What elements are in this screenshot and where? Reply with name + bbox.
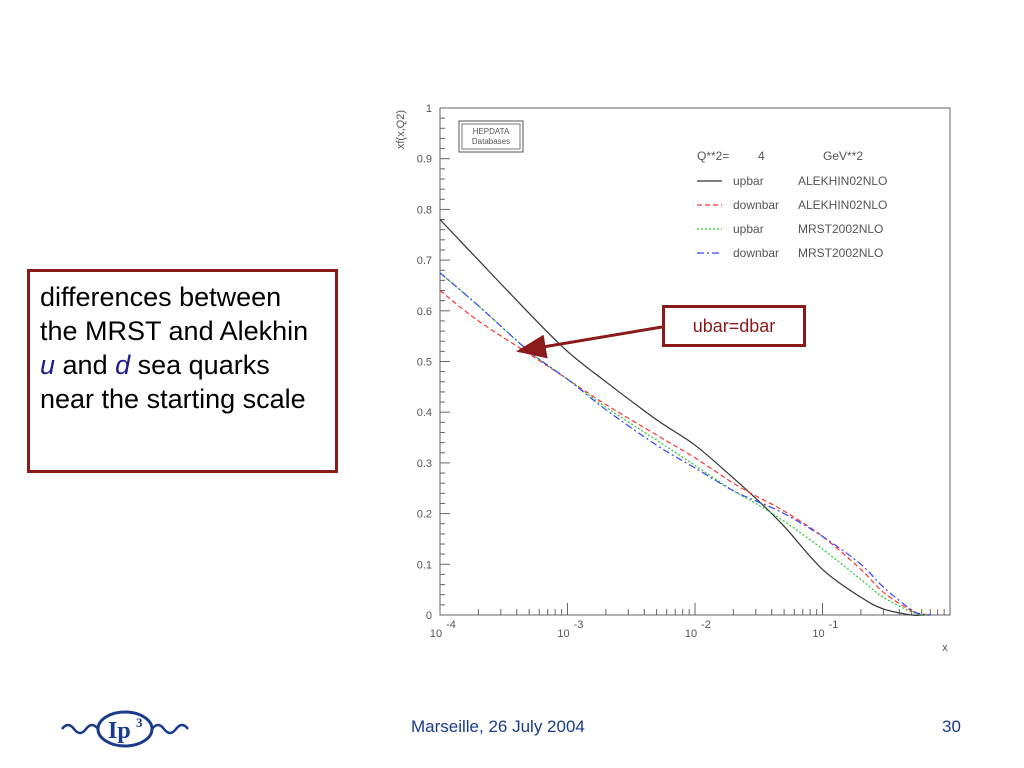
series-line-2	[439, 290, 931, 616]
box-text-2: and	[55, 350, 116, 380]
legend-flavour: downbar	[733, 198, 779, 212]
x-tick-label: 10	[685, 628, 697, 640]
ip3-logo: Ip 3	[61, 710, 189, 748]
series-line-1	[439, 219, 931, 617]
explanation-box: differences between the MRST and Alekhin…	[27, 269, 338, 473]
y-axis-label: xf(x,Q2)	[395, 110, 407, 149]
legend-flavour: upbar	[733, 222, 764, 236]
x-tick-label: 10	[430, 628, 442, 640]
footer-venue-date: Marseille, 26 July 2004	[411, 717, 585, 736]
x-tick-exponent: -4	[446, 619, 456, 631]
legend-header: Q**2=	[697, 149, 729, 163]
x-axis-label: x	[942, 642, 948, 654]
hepdata-stamp-text: HEPDATA	[473, 127, 510, 136]
legend-set: MRST2002NLO	[798, 246, 883, 260]
legend-header: GeV**2	[823, 149, 863, 163]
y-tick-label: 0.1	[417, 559, 432, 571]
legend-set: ALEKHIN02NLO	[798, 198, 887, 212]
annotation-box: ubar=dbar	[662, 305, 806, 347]
hepdata-stamp-inner	[461, 123, 521, 150]
hepdata-stamp	[458, 120, 524, 153]
legend-set: ALEKHIN02NLO	[798, 174, 887, 188]
box-text-3: sea quarks near the starting scale	[40, 350, 306, 414]
box-text-1: differences between the MRST and Alekhin	[40, 282, 309, 346]
legend-set: MRST2002NLO	[798, 222, 883, 236]
x-tick-label: 10	[557, 628, 569, 640]
y-tick-label: 0.6	[417, 306, 432, 318]
logo-sup: 3	[136, 715, 143, 730]
y-tick-label: 1	[426, 103, 432, 115]
x-tick-exponent: -1	[829, 619, 839, 631]
y-tick-label: 0.8	[417, 204, 432, 216]
y-tick-label: 0.4	[417, 407, 432, 419]
y-tick-label: 0.9	[417, 154, 432, 166]
legend-flavour: downbar	[733, 246, 779, 260]
legend-flavour: upbar	[733, 174, 764, 188]
series-line-4	[439, 272, 931, 616]
y-tick-label: 0.5	[417, 357, 432, 369]
annotation-arrow	[516, 325, 663, 359]
x-tick-exponent: -2	[701, 619, 711, 631]
legend-header: 4	[758, 149, 765, 163]
y-tick-label: 0.3	[417, 458, 432, 470]
x-tick-label: 10	[812, 628, 824, 640]
y-tick-label: 0	[426, 610, 432, 622]
y-tick-label: 0.7	[417, 255, 432, 267]
hepdata-stamp-text: Databases	[472, 137, 510, 146]
box-text-d: d	[115, 350, 131, 380]
y-tick-label: 0.2	[417, 509, 432, 521]
x-tick-exponent: -3	[574, 619, 584, 631]
box-text-u: u	[40, 350, 56, 380]
logo-text: Ip	[108, 718, 131, 744]
annotation-label: ubar=dbar	[692, 316, 776, 336]
page-number: 30	[942, 717, 961, 736]
